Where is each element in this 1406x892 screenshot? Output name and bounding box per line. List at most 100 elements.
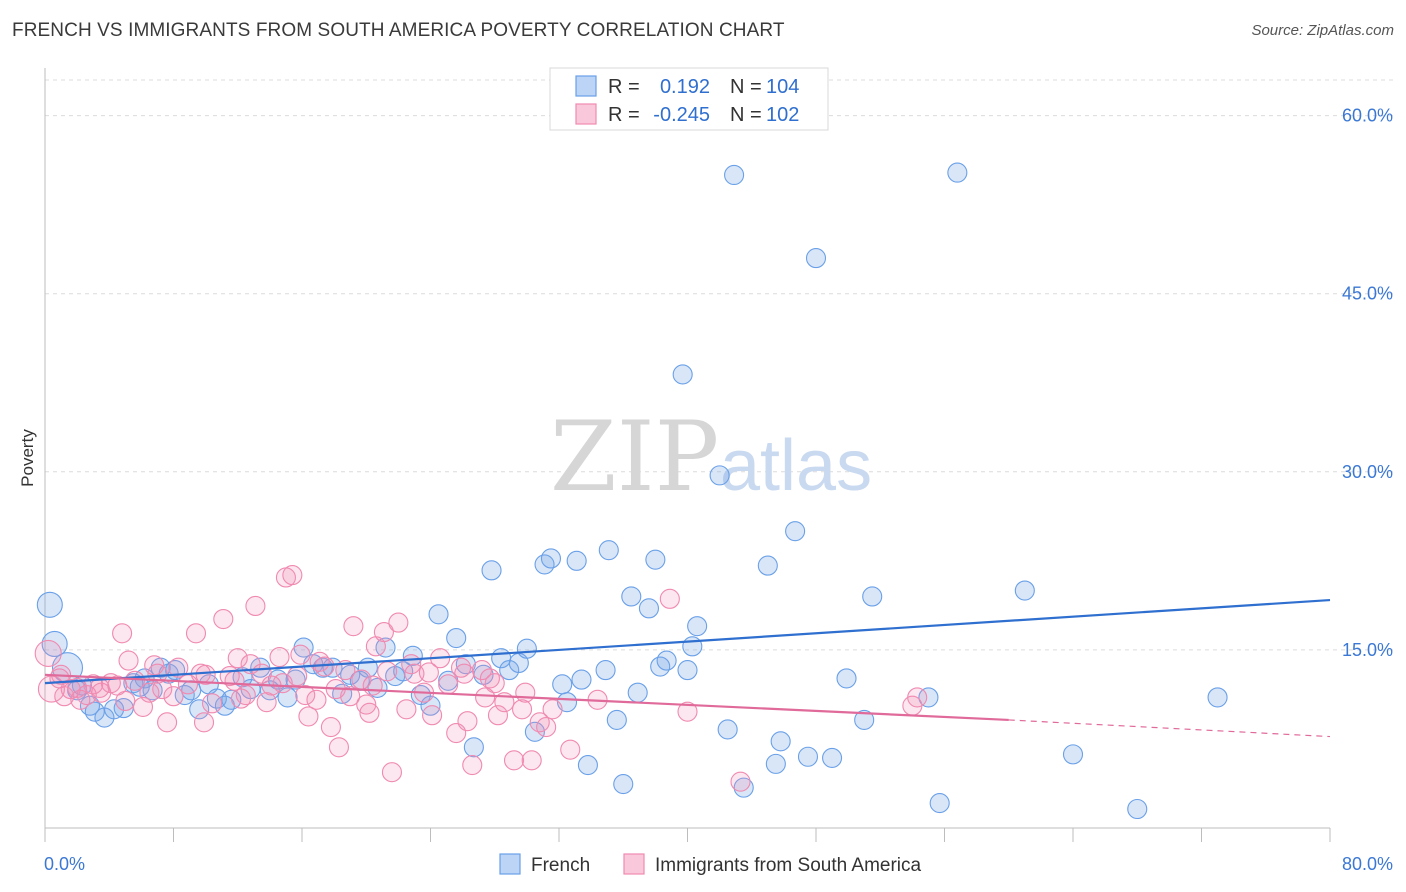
x-tick-label-max: 80.0% <box>1342 854 1393 874</box>
immigrants-point <box>193 712 215 733</box>
immigrants-point <box>730 771 751 792</box>
immigrants-point <box>256 692 277 713</box>
immigrants-point <box>230 688 252 709</box>
french-point <box>638 598 660 619</box>
legend-r-value-1: 0.192 <box>660 76 710 98</box>
french-point <box>595 660 616 681</box>
immigrants-point <box>457 711 478 732</box>
immigrants-point <box>213 608 234 630</box>
immigrants-point <box>112 623 133 644</box>
legend-r-value-2: -0.245 <box>653 104 710 126</box>
bottom-legend-swatch-immigrants <box>623 853 645 875</box>
french-point <box>1062 744 1084 765</box>
immigrants-point <box>144 655 165 676</box>
french-point <box>552 674 573 695</box>
immigrants-point <box>438 674 459 695</box>
immigrants-point <box>484 673 505 694</box>
immigrants-point <box>450 657 472 678</box>
french-point <box>929 793 950 814</box>
french-point <box>571 669 592 690</box>
immigrants-point <box>185 623 207 644</box>
immigrants-point <box>362 675 383 696</box>
grid-lines <box>45 79 1395 651</box>
french-point <box>189 699 210 720</box>
immigrants-point <box>659 588 680 609</box>
immigrants-point <box>373 622 394 643</box>
french-point <box>463 737 484 758</box>
french-point <box>822 747 843 768</box>
immigrants-point <box>343 616 364 637</box>
immigrants-point <box>475 687 496 708</box>
french-point <box>566 550 587 571</box>
immigrants-point <box>381 762 403 783</box>
legend-n-label-2: N = <box>730 104 762 126</box>
correlation-legend: R = 0.192 N = 104 R = -0.245 N = 102 <box>549 67 829 131</box>
french-point <box>682 636 703 657</box>
series-immigrants-points <box>34 565 928 792</box>
french-point <box>918 687 939 708</box>
french-point <box>805 248 827 269</box>
y-tick-label: 15.0% <box>1342 640 1393 660</box>
french-point <box>836 668 857 689</box>
immigrants-point <box>309 651 330 672</box>
immigrants-point <box>401 654 422 675</box>
immigrants-point <box>290 644 311 665</box>
immigrants-point <box>560 739 581 760</box>
french-point <box>947 162 968 183</box>
french-point <box>785 521 806 542</box>
french-point <box>481 560 502 581</box>
immigrants-point <box>422 705 443 726</box>
legend-swatch-french <box>575 75 597 97</box>
french-point <box>672 364 693 385</box>
legend-r-label-2: R = <box>608 104 640 126</box>
immigrants-point <box>396 699 417 720</box>
french-point <box>717 719 738 740</box>
immigrants-point <box>356 694 377 715</box>
french-point <box>598 540 619 561</box>
french-point <box>770 731 791 752</box>
french-point <box>724 164 745 186</box>
immigrants-point <box>335 660 356 681</box>
y-tick-labels: 15.0% 30.0% 45.0% 60.0% <box>1342 106 1393 660</box>
x-tick-label-min: 0.0% <box>44 854 85 874</box>
trend-line-immigrants-extension <box>1008 719 1331 738</box>
french-point <box>613 774 634 795</box>
immigrants-point <box>471 660 492 681</box>
french-point <box>757 555 778 576</box>
immigrants-point <box>147 663 168 684</box>
series-legend: French Immigrants from South America <box>499 853 922 876</box>
immigrants-point <box>487 705 509 726</box>
immigrants-point <box>542 699 563 720</box>
axes <box>44 68 1331 842</box>
french-point <box>797 746 819 767</box>
watermark-atlas: atlas <box>720 426 872 506</box>
immigrants-point <box>70 689 91 710</box>
immigrants-point <box>202 693 223 714</box>
y-tick-label: 60.0% <box>1342 106 1393 126</box>
immigrants-point <box>328 737 349 758</box>
legend-n-label-1: N = <box>730 76 762 98</box>
immigrants-point <box>272 673 293 694</box>
y-axis-title: Poverty <box>18 429 37 487</box>
french-point <box>862 586 883 607</box>
immigrants-point <box>227 648 248 669</box>
chart-title: FRENCH VS IMMIGRANTS FROM SOUTH AMERICA … <box>12 20 785 41</box>
immigrants-point <box>157 712 178 733</box>
legend-n-value-1: 104 <box>766 76 799 98</box>
french-point <box>428 604 449 625</box>
french-point <box>621 586 642 607</box>
immigrants-point <box>306 689 327 710</box>
y-tick-label: 30.0% <box>1342 462 1393 482</box>
immigrants-point <box>195 664 216 685</box>
immigrants-point <box>907 687 928 708</box>
immigrants-point <box>282 565 303 586</box>
immigrants-point <box>245 595 266 617</box>
immigrants-point <box>521 750 542 771</box>
bottom-legend-swatch-french <box>499 853 521 875</box>
french-point <box>84 701 105 722</box>
french-point <box>446 627 467 649</box>
immigrants-point <box>340 686 361 707</box>
french-point <box>534 554 555 575</box>
immigrants-point <box>503 750 525 771</box>
immigrants-point <box>512 699 533 720</box>
